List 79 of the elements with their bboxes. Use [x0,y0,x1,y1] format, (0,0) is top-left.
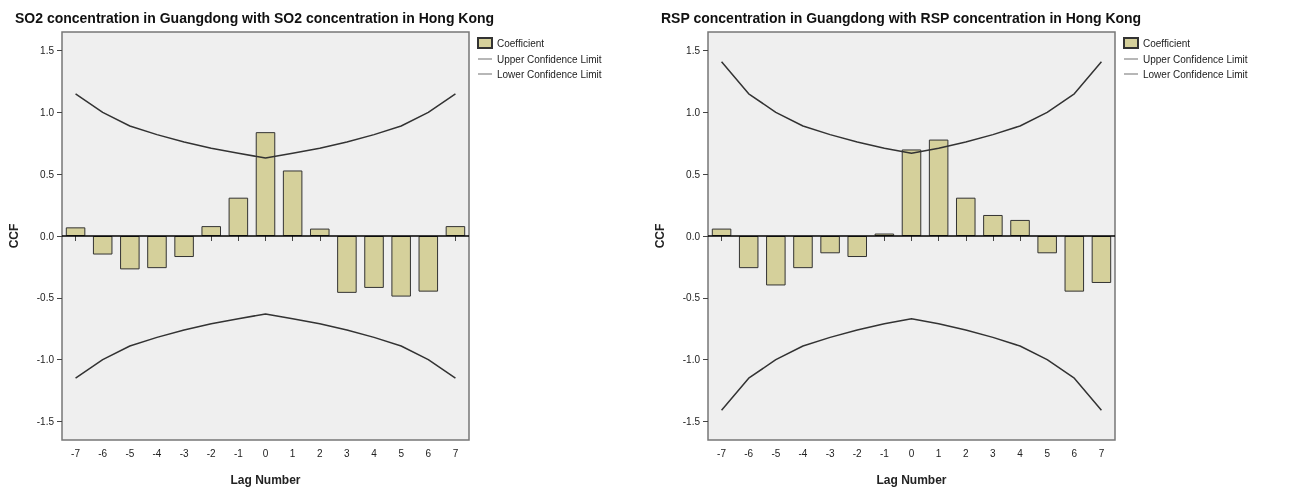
bar [1091,236,1112,283]
x-tick-label: -2 [206,447,217,459]
x-tick-label: -1 [233,447,244,459]
bar [793,236,813,269]
chart-title: RSP concentration in Guangdong with RSP concentration in Hong Kong [661,10,1142,26]
bar [847,236,867,258]
legend-label: Coefficient [1143,37,1191,49]
x-tick-label: 3 [344,447,351,459]
legend-label: Coefficient [497,37,545,49]
bar [120,236,140,270]
x-tick-label: 5 [398,447,405,459]
bar [174,236,194,258]
y-tick-label: 0.5 [40,168,55,180]
x-tick-label: -5 [125,447,135,459]
y-tick-label: 1.0 [40,106,55,118]
legend-label: Upper Confidence Limit [1143,53,1248,65]
bar [418,236,439,292]
x-tick-label: 7 [1098,447,1105,459]
y-tick-label: -1.0 [682,354,701,366]
bar [337,236,357,293]
bar [1010,219,1030,236]
x-tick-label: 6 [425,447,432,459]
y-tick-label: 0.5 [686,168,701,180]
x-tick-label: 0 [262,447,269,459]
x-axis-title: Lag Number [230,473,301,487]
x-tick-label: 1 [289,447,296,459]
x-tick-label: -6 [98,447,108,459]
legend-label: Lower Confidence Limit [497,68,602,80]
bar [983,214,1003,236]
y-axis-title: CCF [653,223,667,249]
x-tick-label: -4 [152,447,162,459]
bar [738,236,759,269]
x-tick-label: 3 [990,447,997,459]
bar [1064,236,1085,292]
x-tick-label: 5 [1044,447,1051,459]
bar [956,197,976,236]
bar [766,236,786,286]
bar [391,236,411,297]
bar [1037,236,1057,254]
line-series [720,318,1103,412]
x-tick-label: 1 [935,447,942,459]
x-tick-label: 2 [316,447,323,459]
y-tick-label: -1.0 [36,354,55,366]
bar [147,236,167,269]
x-tick-label: -5 [771,447,781,459]
y-tick-label: 1.5 [686,45,701,57]
y-axis-title: CCF [7,223,21,249]
line-series [74,313,457,379]
x-tick-label: -3 [179,447,189,459]
x-tick-label: 0 [908,447,915,459]
y-tick-label: -1.5 [36,415,55,427]
x-tick-label: -1 [879,447,890,459]
x-tick-label: 2 [962,447,969,459]
bar [820,236,840,254]
x-tick-label: 4 [371,447,378,459]
x-axis-title: Lag Number [876,473,947,487]
x-tick-label: -3 [825,447,835,459]
x-tick-label: 6 [1071,447,1078,459]
x-tick-label: -7 [717,447,727,459]
x-tick-label: -7 [71,447,81,459]
bar [92,236,113,255]
y-tick-label: 0.0 [686,230,701,242]
y-tick-label: 1.0 [686,106,701,118]
legend-label: Upper Confidence Limit [497,53,602,65]
y-tick-label: -1.5 [682,415,701,427]
y-tick-label: -0.5 [36,292,55,304]
bar [228,197,249,236]
x-tick-label: 4 [1017,447,1024,459]
bar [364,236,384,288]
y-tick-label: -0.5 [682,292,701,304]
y-tick-label: 1.5 [40,45,55,57]
x-tick-label: -6 [744,447,754,459]
bar [282,170,303,236]
x-tick-label: -2 [852,447,863,459]
y-tick-label: 0.0 [40,230,55,242]
chart-title: SO2 concentration in Guangdong with SO2 concentration in Hong Kong [15,10,495,26]
x-tick-label: -4 [798,447,808,459]
x-tick-label: 7 [452,447,459,459]
legend-label: Lower Confidence Limit [1143,68,1248,80]
